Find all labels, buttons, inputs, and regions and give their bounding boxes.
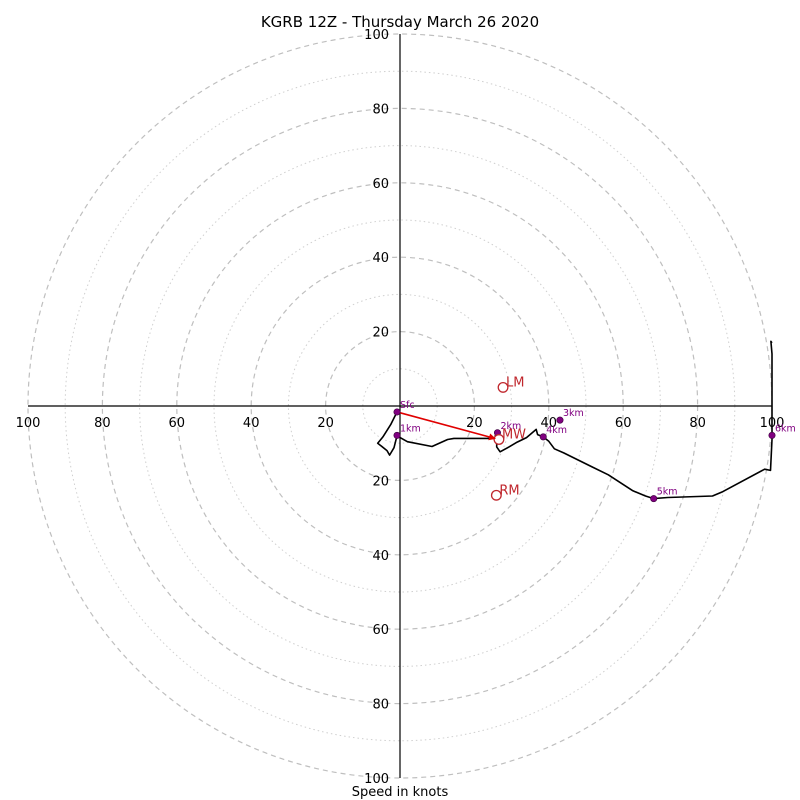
x-tick-label-right-20: 20 xyxy=(466,416,483,431)
tick-labels: 20 20 20 20 40 40 40 40 60 60 60 60 80 80 80 80 100 100 10… xyxy=(16,28,785,787)
height-marker-sfc xyxy=(393,408,401,416)
storm-motion-rm-marker xyxy=(490,489,502,501)
height-marker-1km-label: 1km xyxy=(400,423,421,434)
height-marker-6km-label: 6km xyxy=(775,423,796,434)
height-marker-1km xyxy=(393,431,401,439)
hodograph-trace xyxy=(376,340,773,500)
x-tick-label-right-40: 40 xyxy=(541,416,558,431)
y-tick-label-bottom-40: 40 xyxy=(372,549,389,564)
x-tick-label-left-60: 60 xyxy=(169,416,186,431)
y-tick-label-bottom-100: 100 xyxy=(364,772,389,787)
x-tick-label-left-20: 20 xyxy=(317,416,334,431)
y-tick-label-top-80: 80 xyxy=(372,102,389,117)
y-tick-label-top-60: 60 xyxy=(372,177,389,192)
storm-motion-markers: LM MW RM xyxy=(490,375,526,501)
x-tick-label-left-80: 80 xyxy=(94,416,111,431)
x-axis-label: Speed in knots xyxy=(352,785,449,800)
chart-title: KGRB 12Z - Thursday March 26 2020 xyxy=(261,13,539,31)
storm-motion-lm-label: LM xyxy=(506,375,524,390)
height-marker-5km-label: 5km xyxy=(657,487,678,498)
storm-motion-lm-marker xyxy=(497,381,509,393)
height-marker-4km-label: 4km xyxy=(546,425,567,436)
y-tick-label-top-100: 100 xyxy=(364,28,389,43)
height-marker-3km xyxy=(556,416,564,424)
x-tick-label-left-100: 100 xyxy=(16,416,41,431)
storm-motion-rm-label: RM xyxy=(499,483,519,498)
y-tick-label-top-20: 20 xyxy=(372,326,389,341)
storm-motion-mw-marker xyxy=(493,434,505,445)
height-markers: Sfc 1km 2km 3km 4km 5km 6km xyxy=(393,400,796,503)
height-marker-6km xyxy=(768,431,776,439)
height-marker-4km xyxy=(539,433,547,441)
y-tick-label-bottom-80: 80 xyxy=(372,698,389,713)
shear-vector-arrowhead xyxy=(488,433,496,441)
bunkers-shear-vector xyxy=(396,411,497,440)
height-marker-3km-label: 3km xyxy=(563,408,584,419)
height-marker-2km-label: 2km xyxy=(500,421,521,432)
height-marker-sfc-label: Sfc xyxy=(400,400,415,411)
x-tick-label-right-60: 60 xyxy=(615,416,632,431)
axes xyxy=(28,34,772,778)
y-tick-label-bottom-20: 20 xyxy=(372,474,389,489)
y-tick-label-bottom-60: 60 xyxy=(372,623,389,638)
x-tick-label-right-80: 80 xyxy=(689,416,706,431)
storm-motion-mw-label: MW xyxy=(502,427,526,442)
height-marker-5km xyxy=(650,495,658,503)
x-tick-label-left-40: 40 xyxy=(243,416,260,431)
y-tick-label-top-40: 40 xyxy=(372,251,389,266)
